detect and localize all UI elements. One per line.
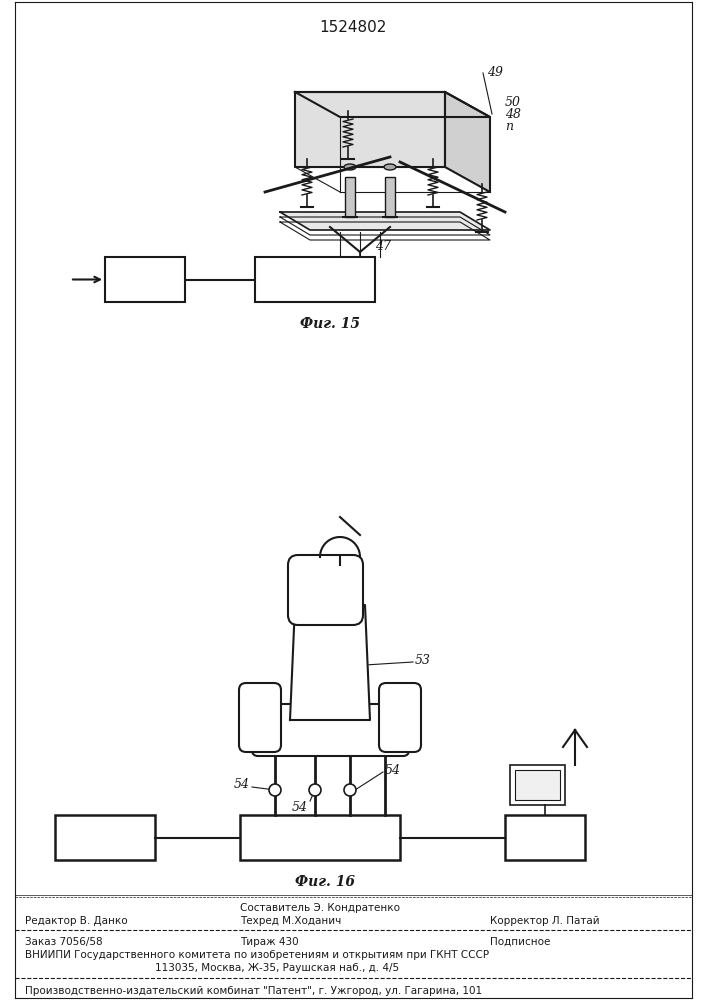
Text: 53: 53 bbox=[415, 654, 431, 666]
FancyBboxPatch shape bbox=[239, 683, 281, 752]
Ellipse shape bbox=[309, 784, 321, 796]
Text: Производственно-издательский комбинат "Патент", г. Ужгород, ул. Гагарина, 101: Производственно-издательский комбинат "П… bbox=[25, 986, 482, 996]
Text: Техред М.Ходанич: Техред М.Ходанич bbox=[240, 916, 341, 926]
Text: 52: 52 bbox=[134, 271, 156, 288]
Text: 54: 54 bbox=[234, 778, 250, 792]
Text: 31: 31 bbox=[534, 829, 556, 846]
Polygon shape bbox=[290, 605, 370, 720]
FancyBboxPatch shape bbox=[252, 704, 409, 756]
Bar bbox=[515, 770, 560, 800]
Bar bbox=[345, 177, 355, 217]
Text: Редактор В. Данко: Редактор В. Данко bbox=[25, 916, 128, 926]
Polygon shape bbox=[295, 92, 490, 117]
Polygon shape bbox=[280, 212, 490, 230]
Bar bbox=[505, 815, 585, 860]
Text: Составитель Э. Кондратенко: Составитель Э. Кондратенко bbox=[240, 903, 400, 913]
Text: 56: 56 bbox=[95, 829, 115, 846]
Text: 49: 49 bbox=[487, 66, 503, 79]
Text: 48: 48 bbox=[505, 107, 521, 120]
Text: Корректор Л. Патай: Корректор Л. Патай bbox=[490, 916, 600, 926]
Text: ВНИИПИ Государственного комитета по изобретениям и открытиям при ГКНТ СССР: ВНИИПИ Государственного комитета по изоб… bbox=[25, 950, 489, 960]
Text: 51: 51 bbox=[305, 271, 325, 288]
FancyBboxPatch shape bbox=[379, 683, 421, 752]
Polygon shape bbox=[295, 92, 445, 167]
Text: 54: 54 bbox=[292, 801, 308, 814]
Text: п: п bbox=[505, 119, 513, 132]
Ellipse shape bbox=[269, 784, 281, 796]
Ellipse shape bbox=[344, 164, 356, 170]
Text: 54: 54 bbox=[385, 764, 401, 776]
Text: Подписное: Подписное bbox=[490, 937, 550, 947]
Bar bbox=[105, 257, 185, 302]
Text: 113035, Москва, Ж-35, Раушская наб., д. 4/5: 113035, Москва, Ж-35, Раушская наб., д. … bbox=[155, 963, 399, 973]
Ellipse shape bbox=[384, 164, 396, 170]
Text: Фиг. 15: Фиг. 15 bbox=[300, 317, 360, 331]
FancyBboxPatch shape bbox=[288, 555, 363, 625]
Bar bbox=[255, 257, 375, 302]
Ellipse shape bbox=[344, 784, 356, 796]
Text: 50: 50 bbox=[505, 96, 521, 108]
Text: 1524802: 1524802 bbox=[320, 20, 387, 35]
Bar bbox=[55, 815, 155, 860]
Text: Заказ 7056/58: Заказ 7056/58 bbox=[25, 937, 103, 947]
Text: Тираж 430: Тираж 430 bbox=[240, 937, 298, 947]
Bar bbox=[510, 765, 565, 805]
Text: 55: 55 bbox=[310, 829, 330, 846]
Text: Фиг. 16: Фиг. 16 bbox=[295, 875, 355, 889]
Bar bbox=[385, 177, 395, 217]
Polygon shape bbox=[445, 92, 490, 192]
Text: 47: 47 bbox=[375, 240, 391, 253]
Bar bbox=[240, 815, 400, 860]
